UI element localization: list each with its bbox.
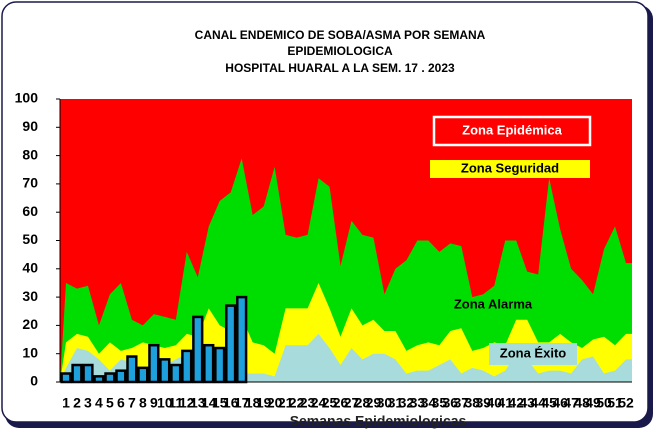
x-tick-label: 50: [596, 395, 612, 411]
bar: [82, 363, 94, 384]
bar: [192, 315, 204, 384]
x-tick-label: 33: [410, 395, 426, 411]
bar: [225, 304, 237, 384]
x-tick-label: 38: [464, 395, 480, 411]
x-tick-label: 14: [201, 395, 217, 411]
x-tick-label: 8: [139, 395, 147, 411]
x-tick-label: 18: [245, 395, 261, 411]
bar: [126, 355, 138, 384]
x-tick-label: 31: [388, 395, 404, 411]
x-tick-label: 23: [300, 395, 316, 411]
zone-label: Zona Éxito: [500, 345, 567, 360]
bar: [148, 343, 160, 384]
x-tick-label: 11: [168, 395, 183, 411]
x-tick-label: 47: [563, 395, 579, 411]
x-tick-label: 16: [223, 395, 239, 411]
y-tick-label: 20: [22, 316, 38, 332]
x-tick-label: 5: [106, 395, 114, 411]
zone-label: Zona Epidémica: [462, 122, 562, 137]
x-tick-label: 17: [234, 395, 250, 411]
label-box: [432, 115, 592, 147]
y-tick-label: 50: [22, 231, 38, 247]
zone-label: Zona Seguridad: [461, 160, 559, 175]
y-tick-label: 30: [22, 288, 38, 304]
x-tick-label: 3: [84, 395, 92, 411]
y-tick-label: 10: [22, 344, 38, 360]
x-tick-label: 21: [278, 395, 294, 411]
x-tick-label: 45: [541, 395, 557, 411]
x-tick-label: 13: [190, 395, 206, 411]
bar: [93, 375, 105, 384]
x-tick-label: 35: [432, 395, 448, 411]
chart-title: EPIDEMIOLOGICA: [287, 44, 393, 58]
x-tick-label: 4: [95, 395, 103, 411]
bar: [159, 358, 171, 384]
y-tick-label: 90: [22, 118, 38, 134]
y-tick-label: 100: [15, 90, 39, 106]
x-tick-label: 40: [486, 395, 502, 411]
bar: [115, 369, 127, 384]
x-tick-label: 42: [508, 395, 524, 411]
x-tick-label: 41: [497, 395, 513, 411]
x-tick-label: 51: [607, 395, 623, 411]
y-tick-label: 80: [22, 146, 38, 162]
bar: [203, 343, 215, 384]
bar: [236, 295, 248, 384]
x-tick-label: 20: [267, 395, 283, 411]
zone-label: Zona Alarma: [454, 296, 533, 311]
x-tick-label: 46: [552, 395, 568, 411]
x-tick-label: 43: [519, 395, 535, 411]
x-tick-label: 25: [322, 395, 338, 411]
bar: [170, 363, 182, 384]
x-tick-label: 30: [377, 395, 393, 411]
x-tick-label: 6: [117, 395, 125, 411]
label-box: [489, 343, 577, 365]
x-tick-label: 44: [530, 395, 546, 411]
bar: [214, 346, 226, 384]
y-tick-label: 60: [22, 203, 38, 219]
bar: [181, 349, 193, 384]
y-tick-label: 0: [30, 373, 38, 389]
x-tick-label: 10: [157, 395, 173, 411]
y-tick-label: 70: [22, 175, 38, 191]
bar: [71, 363, 83, 384]
x-tick-label: 15: [212, 395, 228, 411]
x-tick-label: 49: [585, 395, 601, 411]
y-tick-label: 40: [22, 260, 38, 276]
bar: [104, 372, 116, 384]
x-tick-label: 36: [443, 395, 459, 411]
x-tick-label: 26: [333, 395, 349, 411]
x-tick-label: 27: [344, 395, 360, 411]
x-tick-label: 24: [311, 395, 327, 411]
x-tick-label: 9: [150, 395, 158, 411]
x-tick-label: 34: [421, 395, 437, 411]
x-tick-label: 12: [179, 395, 195, 411]
x-tick-label: 2: [73, 395, 81, 411]
x-tick-label: 19: [256, 395, 272, 411]
x-tick-label: 1: [62, 395, 70, 411]
x-tick-label: 39: [475, 395, 491, 411]
chart-title: CANAL ENDEMICO DE SOBA/ASMA POR SEMANA: [195, 28, 486, 42]
x-axis-label: Semanas Epidemiologicas: [290, 413, 467, 429]
x-tick-label: 28: [355, 395, 371, 411]
x-tick-label: 37: [454, 395, 470, 411]
bar: [60, 372, 72, 384]
bar: [137, 366, 149, 384]
x-tick-label: 22: [289, 395, 305, 411]
x-tick-label: 48: [574, 395, 590, 411]
x-tick-label: 52: [618, 395, 634, 411]
chart-title: HOSPITAL HUARAL A LA SEM. 17 . 2023: [225, 61, 455, 75]
x-tick-label: 7: [128, 395, 136, 411]
x-tick-label: 29: [366, 395, 382, 411]
label-box: [430, 160, 590, 178]
x-tick-label: 32: [399, 395, 415, 411]
